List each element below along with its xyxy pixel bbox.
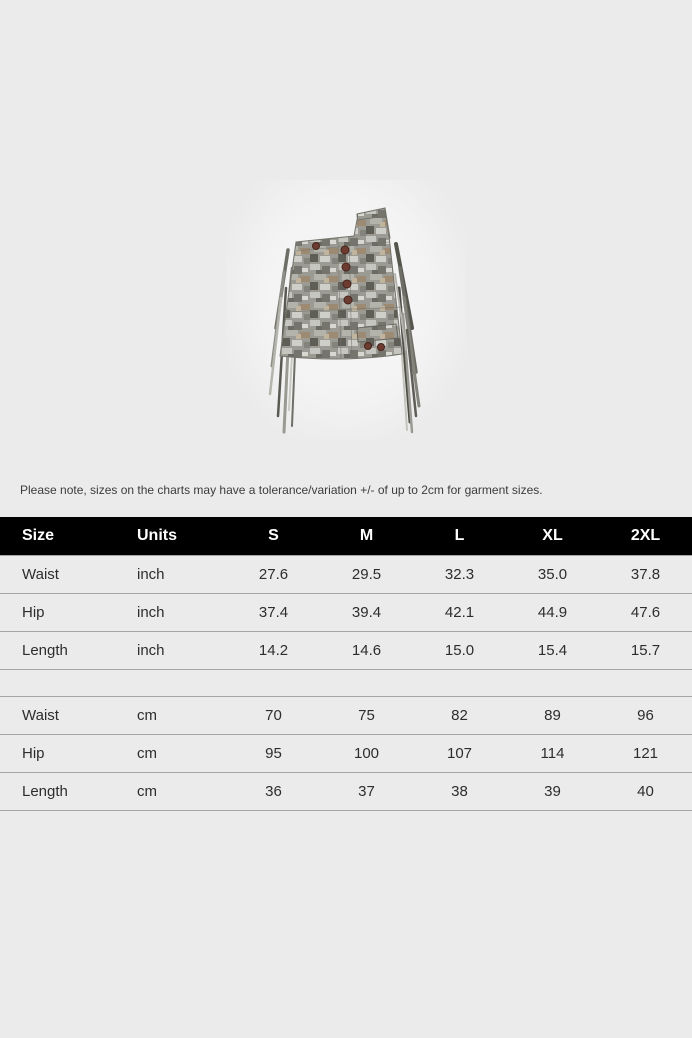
fringe-right <box>394 242 421 434</box>
measurement-label: Waist <box>0 695 115 734</box>
table-row-length-cm: Length cm 36 37 38 39 40 <box>0 771 692 810</box>
size-value: 82 <box>413 695 506 734</box>
size-value: 96 <box>599 695 692 734</box>
size-value: 37.4 <box>227 592 320 631</box>
size-value: 37.8 <box>599 554 692 593</box>
column-header-2xl: 2XL <box>599 517 692 555</box>
size-value: 114 <box>506 733 599 772</box>
size-value: 32.3 <box>413 554 506 593</box>
unit-label: inch <box>115 592 227 631</box>
size-value: 44.9 <box>506 592 599 631</box>
size-value: 40 <box>599 771 692 810</box>
camo-skirt-illustration <box>268 207 421 434</box>
size-value: 47.6 <box>599 592 692 631</box>
size-value: 27.6 <box>227 554 320 593</box>
button-row <box>312 242 385 351</box>
unit-label: cm <box>115 733 227 772</box>
size-value: 42.1 <box>413 592 506 631</box>
unit-label: inch <box>115 554 227 593</box>
size-value: 37 <box>320 771 413 810</box>
measurement-label: Hip <box>0 733 115 772</box>
column-header-s: S <box>227 517 320 555</box>
size-value: 36 <box>227 771 320 810</box>
pocket-flap <box>356 323 399 343</box>
size-value: 14.2 <box>227 630 320 669</box>
skirt-body <box>279 215 403 360</box>
size-tolerance-note: Please note, sizes on the charts may hav… <box>20 483 543 497</box>
size-value: 39.4 <box>320 592 413 631</box>
spacer-row <box>0 668 692 696</box>
spacer-cell <box>0 668 692 696</box>
size-value: 70 <box>227 695 320 734</box>
size-value: 75 <box>320 695 413 734</box>
table-row-waist-inch: Waist inch 27.6 29.5 32.3 35.0 37.8 <box>0 554 692 593</box>
size-value: 100 <box>320 733 413 772</box>
size-value: 121 <box>599 733 692 772</box>
size-value: 95 <box>227 733 320 772</box>
size-value: 15.7 <box>599 630 692 669</box>
size-value: 89 <box>506 695 599 734</box>
column-header-units: Units <box>115 517 227 555</box>
size-value: 15.4 <box>506 630 599 669</box>
unit-label: cm <box>115 695 227 734</box>
size-value: 15.0 <box>413 630 506 669</box>
column-header-size: Size <box>0 517 115 555</box>
table-header-row: Size Units S M L XL 2XL <box>0 517 692 555</box>
size-chart-table: Size Units S M L XL 2XL Waist inch 27.6 … <box>0 517 692 811</box>
size-value: 38 <box>413 771 506 810</box>
table-row-hip-inch: Hip inch 37.4 39.4 42.1 44.9 47.6 <box>0 592 692 631</box>
measurement-label: Waist <box>0 554 115 593</box>
size-value: 39 <box>506 771 599 810</box>
column-header-m: M <box>320 517 413 555</box>
size-value: 14.6 <box>320 630 413 669</box>
size-value: 29.5 <box>320 554 413 593</box>
measurement-label: Length <box>0 630 115 669</box>
table-row-waist-cm: Waist cm 70 75 82 89 96 <box>0 695 692 734</box>
table-row-length-inch: Length inch 14.2 14.6 15.0 15.4 15.7 <box>0 630 692 669</box>
unit-label: cm <box>115 771 227 810</box>
table-row-hip-cm: Hip cm 95 100 107 114 121 <box>0 733 692 772</box>
size-value: 35.0 <box>506 554 599 593</box>
measurement-label: Length <box>0 771 115 810</box>
size-value: 107 <box>413 733 506 772</box>
column-header-xl: XL <box>506 517 599 555</box>
measurement-label: Hip <box>0 592 115 631</box>
column-header-l: L <box>413 517 506 555</box>
unit-label: inch <box>115 630 227 669</box>
product-photo[interactable] <box>226 180 466 440</box>
